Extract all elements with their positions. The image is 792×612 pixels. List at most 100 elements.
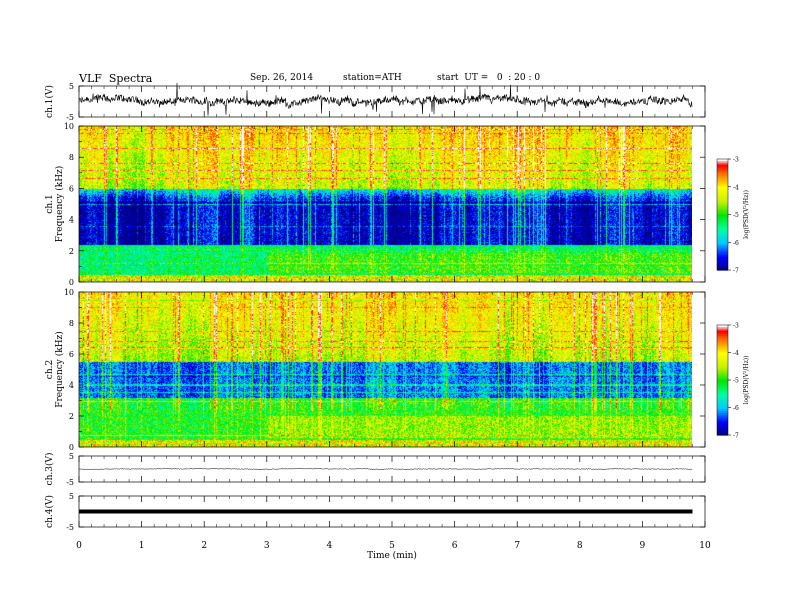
colorbar-cell-ch2spec (717, 403, 728, 407)
colorbar-cell-ch1spec (717, 260, 728, 264)
colorbar-cell-ch1spec (717, 233, 728, 236)
colorbar-cell-ch2spec (717, 413, 728, 416)
xtick-label: 3 (264, 541, 270, 551)
colorbar-cell-ch2spec (717, 418, 728, 421)
ytick-label-ch3v: -5 (66, 478, 74, 487)
colorbar-cell-ch2spec (717, 385, 728, 388)
colorbar-cell-ch1spec (717, 221, 728, 225)
colorbar-cell-ch2spec (717, 354, 728, 357)
colorbar-label-ch1spec: log(PSD(V²/Hz)) (743, 190, 750, 239)
ytick-label-ch2spec: 4 (69, 381, 74, 390)
colorbar-tick-label-ch2spec: -4 (733, 350, 739, 357)
colorbar-cell-ch1spec (717, 183, 728, 186)
xtick-label: 7 (514, 541, 520, 551)
colorbar-cell-ch2spec (717, 387, 728, 390)
colorbar-tick-label-ch1spec: -3 (733, 157, 739, 164)
colorbar-cell-ch1spec (717, 262, 728, 266)
colorbar-cell-ch1spec (717, 201, 728, 204)
colorbar-cell-ch1spec (717, 197, 728, 201)
spectrogram-ch1spec (79, 126, 692, 282)
colorbar-cell-ch2spec (717, 370, 728, 374)
xlabel: Time (min) (367, 550, 417, 561)
colorbar-cell-ch2spec (717, 376, 728, 379)
colorbar-cell-ch1spec (717, 186, 728, 190)
colorbar-cell-ch1spec (717, 249, 728, 253)
colorbar-cell-ch1spec (717, 208, 728, 212)
colorbar-cell-ch1spec (717, 251, 728, 254)
colorbar-cell-ch2spec (717, 402, 728, 405)
colorbar-cell-ch1spec (717, 255, 728, 258)
xtick-label: 5 (389, 541, 395, 551)
colorbar-cell-ch2spec (717, 394, 728, 398)
colorbar-cell-ch2spec (717, 374, 728, 377)
colorbar-cell-ch2spec (717, 339, 728, 343)
colorbar-cell-ch1spec (717, 173, 728, 177)
colorbar-cell-ch2spec (717, 365, 728, 368)
trace-ch1v (78, 82, 693, 116)
colorbar-tick-label-ch1spec: -4 (733, 184, 739, 191)
ytick-label-ch4v: -5 (66, 523, 74, 532)
colorbar-cell-ch2spec (717, 352, 728, 355)
colorbar-cell-ch2spec (717, 411, 728, 414)
colorbar-tick-label-ch2spec: -3 (733, 323, 739, 330)
colorbar-cell-ch1spec (717, 194, 728, 197)
colorbar-cell-ch1spec (717, 164, 728, 167)
ytick-label-ch2spec: 10 (64, 288, 74, 297)
ylabel-channel-ch1spec: ch.1 (45, 194, 55, 213)
colorbar-cell-ch2spec (717, 422, 728, 425)
ylabel-ch1spec: Frequency (kHz) (54, 166, 65, 243)
colorbar-cell-ch1spec (717, 240, 728, 243)
colorbar-cell-ch1spec (717, 207, 728, 210)
colorbar-cell-ch2spec (717, 378, 728, 381)
station-label: station=ATH (343, 73, 402, 83)
colorbar-cell-ch1spec (717, 188, 728, 192)
ylabel-channel-ch2spec: ch.2 (45, 360, 55, 379)
colorbar-cell-ch1spec (717, 231, 728, 234)
colorbar-cell-ch1spec (717, 212, 728, 216)
ytick-label-ch2spec: 2 (69, 412, 74, 421)
colorbar-cell-ch1spec (717, 166, 728, 169)
colorbar-cell-ch2spec (717, 328, 728, 332)
colorbar-cell-ch2spec (717, 433, 728, 436)
colorbar-cell-ch1spec (717, 184, 728, 188)
colorbar-cell-ch1spec (717, 203, 728, 206)
colorbar-cell-ch1spec (717, 216, 728, 219)
ytick-label-ch1spec: 6 (69, 184, 74, 193)
colorbar-cell-ch1spec (717, 205, 728, 208)
colorbar-cell-ch2spec (717, 361, 728, 365)
colorbar-cell-ch2spec (717, 425, 728, 429)
colorbar-cell-ch1spec (717, 258, 728, 262)
colorbar-cell-ch1spec (717, 253, 728, 256)
colorbar-cell-ch2spec (717, 407, 728, 410)
colorbar-cell-ch1spec (717, 264, 728, 267)
colorbar-cell-ch2spec (717, 409, 728, 412)
colorbar-cell-ch2spec (717, 358, 728, 361)
colorbar-cell-ch2spec (717, 392, 728, 396)
ytick-label-ch1spec: 8 (69, 153, 74, 162)
colorbar-cell-ch1spec (717, 227, 728, 230)
colorbar-cell-ch2spec (717, 343, 728, 346)
colorbar-cell-ch1spec (717, 179, 728, 182)
colorbar-cell-ch2spec (717, 380, 728, 383)
colorbar-cell-ch1spec (717, 192, 728, 195)
colorbar-cell-ch2spec (717, 345, 728, 348)
colorbar-cell-ch2spec (717, 372, 728, 376)
xtick-label: 0 (76, 541, 82, 551)
colorbar-cell-ch2spec (717, 336, 728, 339)
colorbar-cell-ch2spec (717, 337, 728, 341)
colorbar-cell-ch2spec (717, 398, 728, 401)
colorbar-cell-ch1spec (717, 266, 728, 269)
colorbar-cell-ch1spec (717, 175, 728, 179)
colorbar-cell-ch1spec (717, 225, 728, 229)
date-label: Sep. 26, 2014 (250, 73, 314, 83)
colorbar-cell-ch2spec (717, 367, 728, 370)
colorbar-cell-ch1spec (717, 162, 728, 166)
ytick-label-ch1v: -5 (66, 113, 74, 122)
colorbar-cell-ch1spec (717, 171, 728, 175)
chart-title: VLF Spectra (79, 72, 153, 85)
ylabel-ch2spec: Frequency (kHz) (54, 331, 65, 408)
ytick-label-ch3v: 5 (69, 452, 74, 461)
colorbar-cell-ch1spec (717, 218, 728, 221)
ytick-label-ch1spec: 4 (69, 216, 74, 225)
